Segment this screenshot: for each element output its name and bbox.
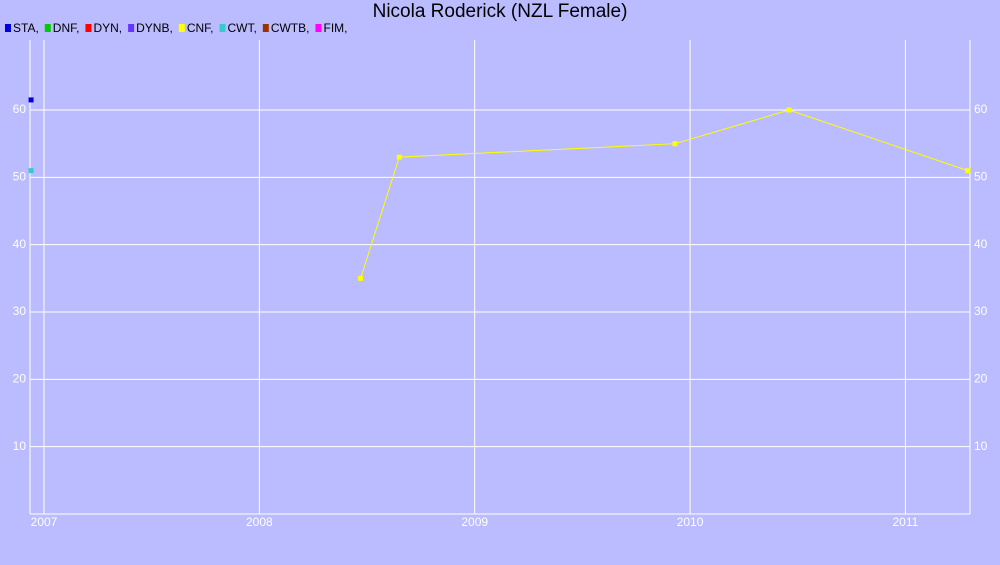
legend-swatch xyxy=(262,24,269,32)
legend-label: CNF, xyxy=(187,21,214,35)
data-point xyxy=(672,141,678,147)
legend-label: STA, xyxy=(13,21,39,35)
y-tick-label: 40 xyxy=(13,237,27,251)
chart-title: Nicola Roderick (NZL Female) xyxy=(373,1,628,22)
y-tick-label: 60 xyxy=(13,102,27,116)
y2-tick-label: 60 xyxy=(974,102,988,116)
y2-tick-label: 30 xyxy=(974,304,988,318)
x-tick-label: 2008 xyxy=(246,515,273,529)
legend-label: FIM, xyxy=(323,21,347,35)
data-point xyxy=(396,154,402,160)
legend-swatch xyxy=(85,24,92,32)
legend-label: DYN, xyxy=(93,21,122,35)
data-point xyxy=(786,107,792,113)
x-tick-label: 2010 xyxy=(677,515,704,529)
legend-swatch xyxy=(44,24,51,32)
x-tick-label: 2009 xyxy=(461,515,488,529)
x-tick-label: 2011 xyxy=(892,515,918,529)
legend-label: DNF, xyxy=(53,21,80,35)
y2-tick-label: 20 xyxy=(974,372,988,386)
legend-swatch xyxy=(178,24,185,32)
legend-swatch xyxy=(219,24,226,32)
y-tick-label: 20 xyxy=(13,372,27,386)
legend-label: CWT, xyxy=(227,21,256,35)
legend-label: CWTB, xyxy=(271,21,310,35)
legend-swatch xyxy=(128,24,135,32)
legend-swatch xyxy=(315,24,322,32)
y-tick-label: 50 xyxy=(13,170,27,184)
legend-label: DYNB, xyxy=(136,21,173,35)
data-point xyxy=(28,168,34,174)
y2-tick-label: 10 xyxy=(974,439,988,453)
y-tick-label: 10 xyxy=(13,439,27,453)
y2-tick-label: 50 xyxy=(974,170,988,184)
legend-swatch xyxy=(5,24,11,32)
data-point xyxy=(965,168,971,174)
data-point xyxy=(358,275,364,281)
x-tick-label: 2007 xyxy=(31,515,58,529)
y2-tick-label: 40 xyxy=(974,237,988,251)
y-tick-label: 30 xyxy=(13,304,27,318)
data-point xyxy=(28,97,34,103)
